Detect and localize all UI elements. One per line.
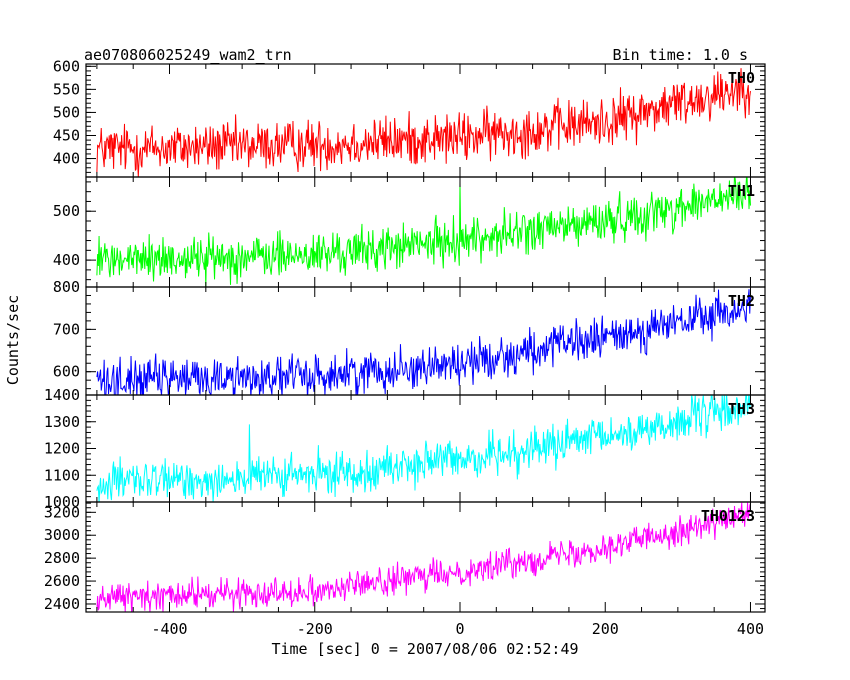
bin-time-label: Bin time: 1.0 s (613, 46, 748, 64)
panels-group: 400 450 500 550 600 TH0 400 500 TH1 600 700 800 TH2 1… (44, 57, 766, 638)
y-tick-label: 600 (53, 363, 80, 381)
y-tick-label: 3200 (44, 503, 80, 521)
y-tick-label: 450 (53, 126, 80, 144)
panel-label-th1: TH1 (728, 182, 755, 200)
y-axis-label: Counts/sec (4, 295, 22, 385)
x-axis-label: Time [sec] 0 = 2007/08/06 02:52:49 (271, 640, 578, 658)
x-tick-label: 200 (592, 620, 619, 638)
y-tick-label: 2800 (44, 549, 80, 567)
panel-label-th2: TH2 (728, 292, 755, 310)
panel-label-th3: TH3 (728, 400, 755, 418)
y-tick-label: 2400 (44, 595, 80, 613)
y-tick-label: 1400 (44, 386, 80, 404)
y-tick-label: 500 (53, 103, 80, 121)
y-tick-label: 2600 (44, 572, 80, 590)
y-tick-label: 1000 (44, 493, 80, 511)
series-line-th0 (96, 68, 751, 177)
series-line-th0123 (96, 502, 751, 612)
panel-th0: 400 450 500 550 600 TH0 (53, 57, 766, 178)
panel-th3: 1000 1100 1200 1300 1400 TH3 (44, 386, 766, 511)
panel-frame (85, 501, 766, 613)
y-tick-label: 1100 (44, 466, 80, 484)
y-tick-label: 700 (53, 320, 80, 338)
panel-th1: 400 500 TH1 (53, 176, 766, 288)
y-tick-label: 1300 (44, 413, 80, 431)
y-tick-label: 400 (53, 251, 80, 269)
series-line-th2 (96, 289, 751, 395)
series-line-th3 (96, 395, 751, 502)
panel-th0123: 2400 2600 2800 3000 3200 TH0123 (44, 501, 766, 613)
y-tick-label: 800 (53, 278, 80, 296)
y-tick-label: 500 (53, 202, 80, 220)
y-tick-label: 600 (53, 57, 80, 75)
panel-label-th0: TH0 (728, 69, 755, 87)
x-tick-label: -200 (297, 620, 333, 638)
x-tick-label: 400 (737, 620, 764, 638)
y-tick-label: 1200 (44, 440, 80, 458)
y-tick-label: 550 (53, 80, 80, 98)
y-tick-label: 400 (53, 150, 80, 168)
y-tick-label: 3000 (44, 526, 80, 544)
x-tick-label: -400 (151, 620, 187, 638)
figure-title: ae070806025249_wam2_trn (84, 46, 292, 64)
x-tick-label: 0 (455, 620, 464, 638)
panel-frame (85, 176, 766, 288)
series-line-th1 (96, 177, 751, 287)
panel-label-th0123: TH0123 (701, 507, 755, 525)
panel-th2: 600 700 800 TH2 (53, 278, 766, 396)
